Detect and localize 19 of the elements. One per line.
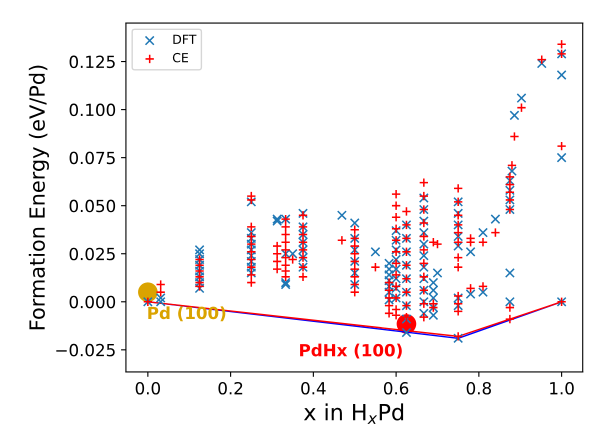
legend-label: CE [172,52,188,62]
x-axis-title: x in H$_{x}$Pd [304,403,404,424]
y-axis-title: Formation Energy (eV/Pd) [28,66,49,330]
x-tick-label: 0.0 [136,382,160,395]
x-tick-label: 0.8 [466,382,491,395]
series-label: Pd (100) [148,306,226,322]
x-tick-label: 0.6 [384,382,408,395]
y-tick-label: 0.050 [70,200,116,212]
y-tick-label: 0.025 [70,248,115,260]
x-tick-label: 0.4 [301,382,326,395]
x-tick-label: 0.2 [218,382,242,395]
x-tick-label: 1.0 [550,382,574,395]
y-tick-label: −0.025 [56,344,115,356]
legend-label: DFT [173,34,196,44]
series-label: PdHx (100) [300,344,402,358]
y-tick-label: 0.075 [70,152,115,164]
y-tick-label: 0.000 [70,296,116,308]
y-tick-label: 0.100 [70,104,116,116]
y-tick-label: 0.125 [70,56,115,68]
